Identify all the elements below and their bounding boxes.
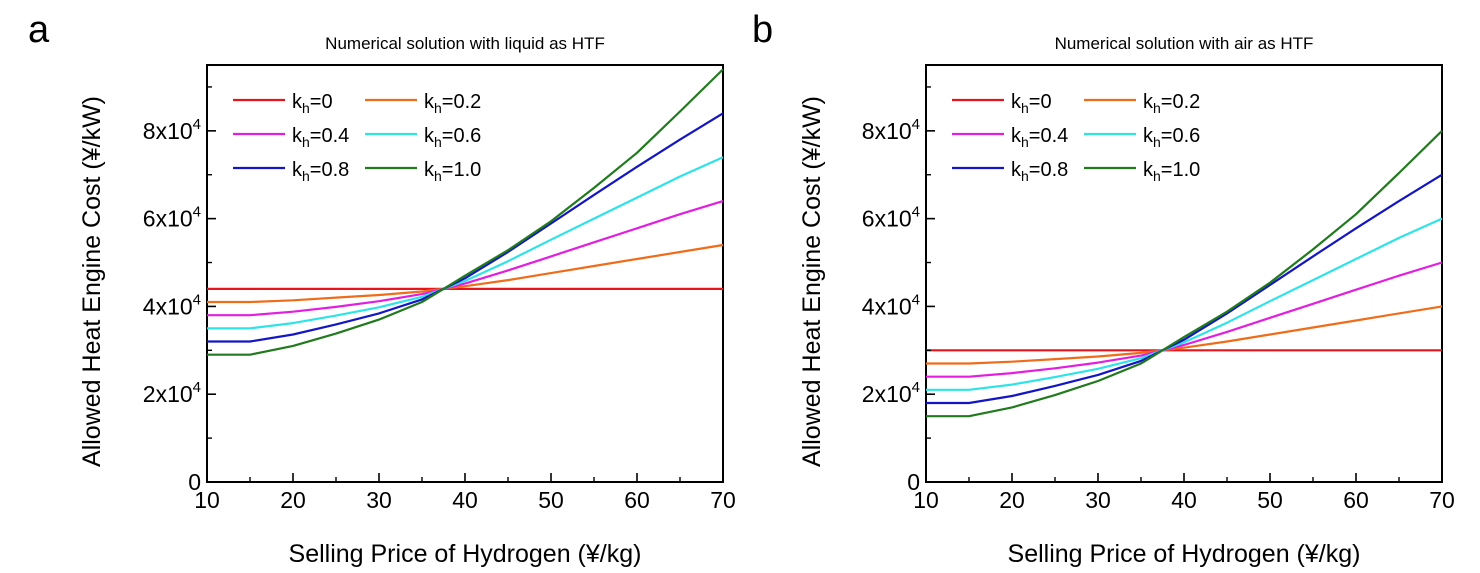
legend-label: kh=1.0 [1143, 159, 1200, 184]
y-tick-label: 4x104 [143, 291, 201, 319]
y-tick-label: 0 [188, 469, 201, 495]
x-tick-label: 30 [1085, 487, 1111, 513]
x-tick-label: 20 [280, 487, 306, 513]
y-tick-label: 8x104 [143, 116, 201, 144]
x-axis-label: Selling Price of Hydrogen (¥/kg) [1008, 540, 1361, 568]
x-tick-label: 70 [1429, 487, 1455, 513]
y-tick-label: 4x104 [862, 291, 920, 319]
x-tick-label: 60 [1343, 487, 1369, 513]
y-tick-label: 2x104 [143, 379, 201, 407]
y-axis-label: Allowed Heat Engine Cost (¥/kW) [798, 96, 826, 467]
x-tick-label: 40 [452, 487, 478, 513]
panel-b: b Numerical solution with air as HTF 10 20 3… [752, 9, 1455, 568]
series-line-kh-1_0 [926, 130, 1443, 418]
y-tick-label: 6x104 [143, 204, 201, 232]
legend-label: kh=0.4 [292, 125, 349, 150]
legend: kh=0 kh=0.2 kh=0.4 kh=0.6 kh=0.8 kh=1.0 [952, 91, 1200, 184]
series-line-kh-0_4 [926, 261, 1443, 378]
x-tick-label: 60 [624, 487, 650, 513]
series-line-kh-0_2 [926, 305, 1443, 365]
legend-label: kh=0.4 [1011, 125, 1068, 150]
legend-label: kh=0.8 [292, 159, 349, 184]
x-tick-label: 10 [194, 487, 220, 513]
series-line-kh-1_0 [207, 68, 724, 356]
series-line-kh-0_8 [926, 173, 1443, 405]
series-group [926, 130, 1443, 418]
legend: kh=0 kh=0.2 kh=0.4 kh=0.6 kh=0.8 kh=1.0 [233, 91, 481, 184]
x-tick-label: 20 [999, 487, 1025, 513]
series-line-kh-0_2 [207, 243, 724, 304]
x-tick-label: 50 [1257, 487, 1283, 513]
y-axis-label: Allowed Heat Engine Cost (¥/kW) [78, 96, 106, 467]
legend-label: kh=0 [1011, 91, 1052, 116]
y-tick-label: 6x104 [862, 204, 920, 232]
panel-label: b [752, 9, 773, 51]
x-axis-label: Selling Price of Hydrogen (¥/kg) [289, 540, 642, 568]
legend-label: kh=0.8 [1011, 159, 1068, 184]
x-tick-label: 70 [710, 487, 736, 513]
y-tick-label: 2x104 [862, 379, 920, 407]
panel-label: a [28, 9, 50, 51]
y-tick-label: 0 [907, 469, 920, 495]
chart-title: Numerical solution with air as HTF [1055, 34, 1314, 53]
x-tick-label: 40 [1171, 487, 1197, 513]
x-tick-label: 50 [538, 487, 564, 513]
x-tick-label: 10 [913, 487, 939, 513]
x-tick-label: 30 [366, 487, 392, 513]
y-tick-label: 8x104 [862, 116, 920, 144]
chart-title: Numerical solution with liquid as HTF [325, 34, 605, 53]
legend-label: kh=0.2 [424, 91, 481, 116]
legend-label: kh=0 [292, 91, 333, 116]
series-line-kh-0_6 [926, 217, 1443, 391]
series-line-kh-0_8 [207, 112, 724, 343]
panel-a: a Numerical solution with liquid as HTF 10… [28, 9, 736, 568]
legend-label: kh=1.0 [424, 159, 481, 184]
series-line-kh-0_4 [207, 200, 724, 317]
legend-label: kh=0.6 [1143, 125, 1200, 150]
legend-label: kh=0.2 [1143, 91, 1200, 116]
series-line-kh-0_6 [207, 156, 724, 330]
series-group [207, 68, 724, 356]
legend-label: kh=0.6 [424, 125, 481, 150]
